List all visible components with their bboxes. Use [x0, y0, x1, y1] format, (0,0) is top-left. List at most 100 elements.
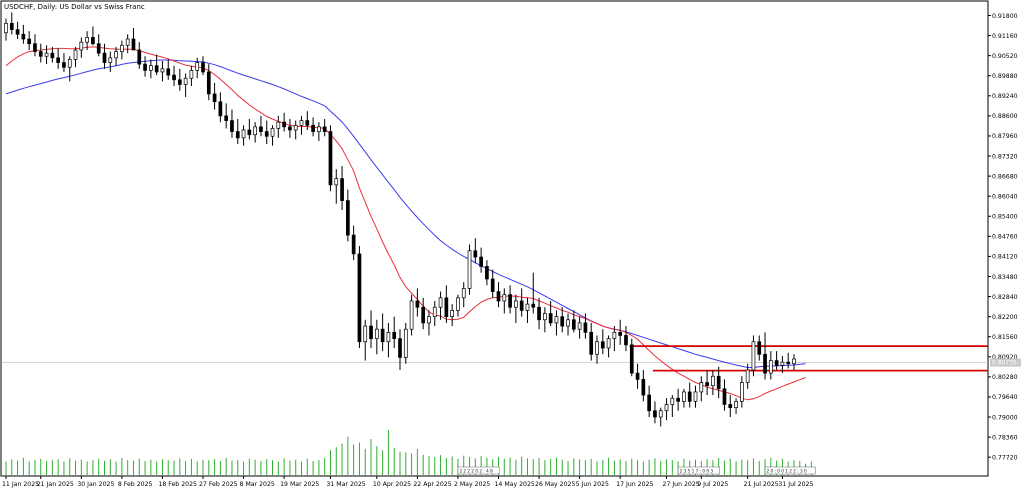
candle — [722, 379, 727, 411]
candle-body — [108, 57, 113, 63]
candle-body — [711, 375, 715, 387]
candle-body — [415, 300, 420, 308]
x-tick-label: 31 Mar 2025 — [326, 481, 365, 488]
candle — [288, 119, 292, 138]
candle — [577, 316, 582, 339]
candle-body — [264, 131, 269, 137]
plot-frame — [0, 0, 989, 477]
candle — [554, 310, 559, 336]
candle — [432, 300, 437, 327]
volume-marker-box — [764, 466, 816, 475]
x-tick-label: 30 Jan 2025 — [77, 481, 114, 488]
candle — [322, 119, 327, 137]
candle-body — [751, 341, 756, 371]
candle — [149, 59, 153, 79]
candle — [276, 115, 281, 138]
candle-body — [537, 306, 541, 321]
x-tick-label: 22 Apr 2025 — [413, 481, 451, 488]
y-tick-label: 0.89880 — [992, 73, 1018, 80]
candle-body — [618, 331, 623, 336]
candle — [711, 369, 715, 396]
x-tick-label: 27 Feb 2025 — [199, 481, 238, 488]
candle-body — [589, 331, 594, 355]
candle-body — [606, 338, 611, 349]
y-tick-label: 0.80920 — [992, 354, 1018, 361]
candle — [560, 307, 565, 333]
candle — [473, 238, 478, 264]
candle — [120, 40, 124, 60]
candle — [624, 326, 628, 352]
candle-body — [183, 77, 188, 85]
candle-body — [340, 178, 344, 201]
candle — [102, 43, 107, 69]
candle — [282, 112, 286, 132]
candle-body — [241, 129, 246, 139]
candle-body — [543, 313, 547, 321]
candle — [786, 352, 791, 369]
candle — [600, 329, 605, 355]
candle — [62, 53, 66, 72]
candle — [259, 115, 263, 137]
candle — [334, 169, 339, 204]
candle — [351, 225, 356, 261]
candle — [264, 120, 269, 145]
candle-body — [317, 126, 321, 132]
candle-body — [641, 379, 646, 396]
candle — [415, 288, 420, 317]
candle-body — [374, 328, 379, 339]
candle — [768, 351, 773, 380]
candle-body — [612, 331, 617, 339]
candle — [67, 56, 72, 82]
candle-body — [166, 68, 171, 76]
candle — [496, 282, 501, 308]
candle-body — [548, 313, 553, 324]
candle — [206, 64, 211, 101]
candle-body — [206, 71, 211, 95]
candle — [763, 332, 767, 380]
candle — [143, 56, 147, 77]
y-tick-label: 0.82200 — [992, 314, 1018, 321]
y-tick-label: 0.79640 — [992, 394, 1018, 401]
candle — [514, 294, 518, 323]
candle-body — [670, 397, 675, 405]
candle-body — [508, 294, 512, 308]
candle — [305, 111, 310, 130]
y-tick-label: 0.89240 — [992, 93, 1018, 100]
candle — [27, 31, 32, 50]
candle — [647, 385, 651, 418]
candle-body — [96, 43, 101, 54]
candle-body — [73, 49, 78, 60]
candle-body — [728, 404, 733, 408]
candle-body — [305, 120, 310, 126]
volume-marker-label: 2 3 5 1 7 : 0 0 3 — [680, 469, 714, 474]
candle — [346, 189, 350, 242]
x-tick-label: 21 Jan 2025 — [37, 481, 74, 488]
x-tick-label: 18 Feb 2025 — [158, 481, 197, 488]
candle-body — [177, 79, 182, 85]
candle-body — [757, 341, 762, 355]
candle-body — [33, 43, 37, 52]
x-tick-label: 14 May 2025 — [495, 481, 535, 488]
candle — [583, 313, 588, 339]
candle — [716, 366, 721, 399]
candle — [606, 335, 611, 358]
candle-body — [647, 394, 651, 412]
volume-marker-box — [457, 466, 500, 475]
candle — [658, 407, 663, 427]
candle-body — [380, 328, 385, 343]
candle-body — [392, 331, 397, 339]
candle-body — [293, 124, 298, 131]
candle-body — [276, 121, 281, 129]
candle — [340, 166, 344, 210]
candle — [357, 246, 362, 349]
candle-body — [490, 278, 495, 292]
candle — [125, 34, 130, 54]
candle — [241, 125, 246, 146]
candle — [757, 335, 762, 361]
candle-body — [664, 404, 669, 412]
candle — [670, 395, 675, 418]
candle-body — [44, 52, 49, 57]
candle — [734, 398, 738, 414]
